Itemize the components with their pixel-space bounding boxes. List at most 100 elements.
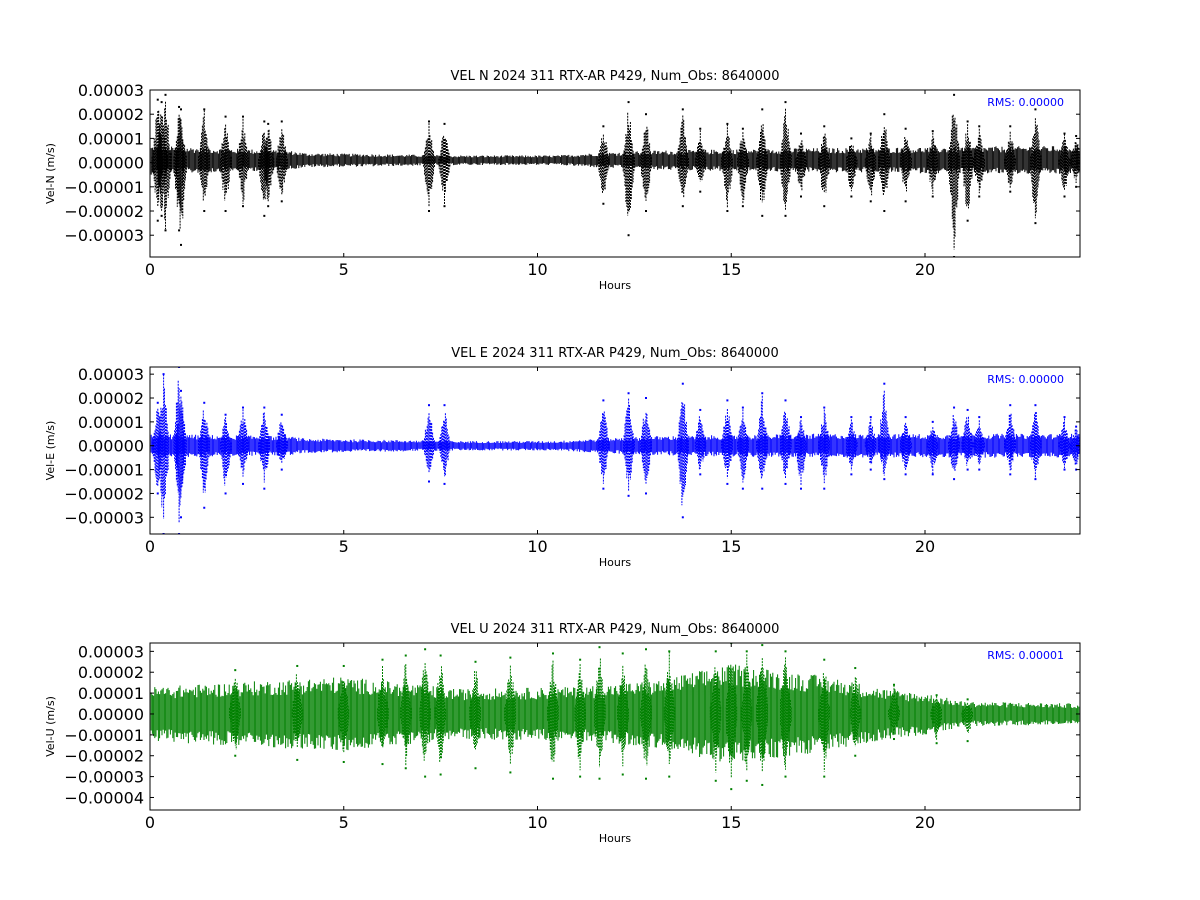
burst-peak-point: [1009, 125, 1012, 128]
burst-peak-point: [474, 660, 477, 663]
burst-14: [640, 664, 652, 766]
burst-peak-point: [761, 644, 764, 647]
y-tick-label: 0.00000: [78, 705, 144, 724]
burst-13: [438, 135, 451, 204]
y-tick-label: 0.00000: [78, 154, 144, 173]
burst-trough-point: [242, 482, 244, 485]
y-tick-label: −0.00002: [64, 202, 144, 221]
x-tick-label: 15: [721, 260, 741, 279]
burst-peak-point: [428, 120, 430, 123]
burst-9: [504, 665, 517, 764]
burst-11: [275, 129, 288, 195]
burst-8: [237, 118, 249, 204]
burst-peak-point: [869, 132, 872, 135]
burst-peak-point: [224, 413, 227, 416]
burst-trough-point: [579, 775, 582, 778]
burst-8: [258, 412, 271, 483]
burst-5: [399, 664, 412, 766]
burst-peak-point: [509, 656, 512, 659]
burst-trough-point: [699, 190, 702, 193]
burst-32: [1029, 412, 1042, 479]
burst-21: [818, 673, 831, 772]
burst-trough-point: [180, 516, 182, 519]
burst-26: [864, 134, 877, 196]
burst-1: [229, 678, 242, 750]
burst-trough-point: [978, 468, 981, 471]
burst-20: [779, 657, 792, 770]
y-tick-label: −0.00002: [64, 484, 144, 503]
burst-trough-point: [714, 779, 717, 782]
burst-peak-point: [978, 416, 981, 419]
burst-peak-point: [699, 408, 702, 411]
burst-peak-point: [156, 401, 159, 404]
burst-peak-point: [443, 404, 446, 407]
burst-11: [438, 413, 451, 477]
burst-13: [622, 398, 635, 492]
rms-annotation: RMS: 0.00000: [987, 96, 1064, 109]
burst-peak-point: [645, 648, 647, 651]
burst-trough-point: [966, 219, 969, 222]
burst-10: [423, 413, 435, 473]
burst-peak-point: [180, 108, 182, 111]
burst-3: [159, 101, 172, 230]
burst-21: [795, 419, 807, 486]
x-tick-label: 10: [527, 260, 547, 279]
burst-7: [434, 666, 447, 763]
burst-trough-point: [953, 478, 956, 481]
burst-peak-point: [164, 93, 167, 96]
x-tick-label: 20: [915, 260, 935, 279]
burst-peak-point: [439, 654, 442, 657]
burst-trough-point: [1009, 190, 1012, 193]
burst-trough-point: [699, 473, 702, 476]
burst-15: [622, 112, 635, 216]
burst-peak-point: [953, 93, 956, 96]
burst-trough-point: [621, 773, 624, 776]
burst-peak-point: [280, 413, 283, 416]
y-tick-label: −0.00001: [64, 178, 144, 197]
noise-band: [150, 433, 1080, 458]
burst-trough-point: [280, 468, 283, 471]
burst-trough-point: [474, 767, 477, 770]
plot-frame: [149, 642, 1081, 811]
data-series: [150, 643, 1080, 791]
burst-6: [219, 417, 232, 486]
burst-peak-point: [966, 698, 969, 701]
burst-peak-point: [1063, 132, 1066, 135]
burst-27: [926, 427, 939, 474]
burst-trough-point: [850, 195, 853, 198]
burst-peak-point: [741, 127, 744, 130]
burst-trough-point: [439, 773, 442, 776]
burst-peak-point: [883, 113, 886, 116]
burst-peak-point: [784, 399, 787, 402]
burst-peak-point: [645, 113, 647, 116]
burst-17: [721, 409, 734, 479]
burst-7: [219, 124, 232, 201]
burst-peak-point: [784, 101, 787, 104]
y-axis-label: Vel-N (m/s): [44, 143, 57, 204]
y-tick-label: −0.00004: [64, 788, 144, 807]
burst-24: [864, 418, 877, 465]
burst-trough-point: [645, 210, 647, 213]
burst-trough-point: [883, 210, 886, 213]
x-tick-label: 0: [145, 260, 155, 279]
burst-18: [737, 409, 749, 483]
burst-peak-point: [598, 646, 601, 649]
burst-25: [961, 702, 974, 733]
burst-trough-point: [1009, 473, 1012, 476]
rms-annotation: RMS: 0.00000: [987, 373, 1064, 386]
burst-trough-point: [1034, 222, 1037, 225]
burst-17: [725, 667, 738, 779]
burst-16: [709, 667, 722, 773]
burst-peak-point: [761, 108, 764, 111]
x-tick-label: 0: [145, 537, 155, 556]
burst-trough-point: [745, 779, 748, 782]
burst-17: [676, 115, 689, 198]
burst-4: [175, 407, 187, 495]
burst-trough-point: [296, 758, 299, 761]
burst-peak-point: [823, 658, 826, 661]
burst-peak-point: [1063, 416, 1066, 419]
burst-14: [640, 412, 652, 484]
series-1: [150, 93, 1080, 257]
x-axis-label: Hours: [599, 832, 631, 845]
burst-peak-point: [342, 664, 345, 667]
